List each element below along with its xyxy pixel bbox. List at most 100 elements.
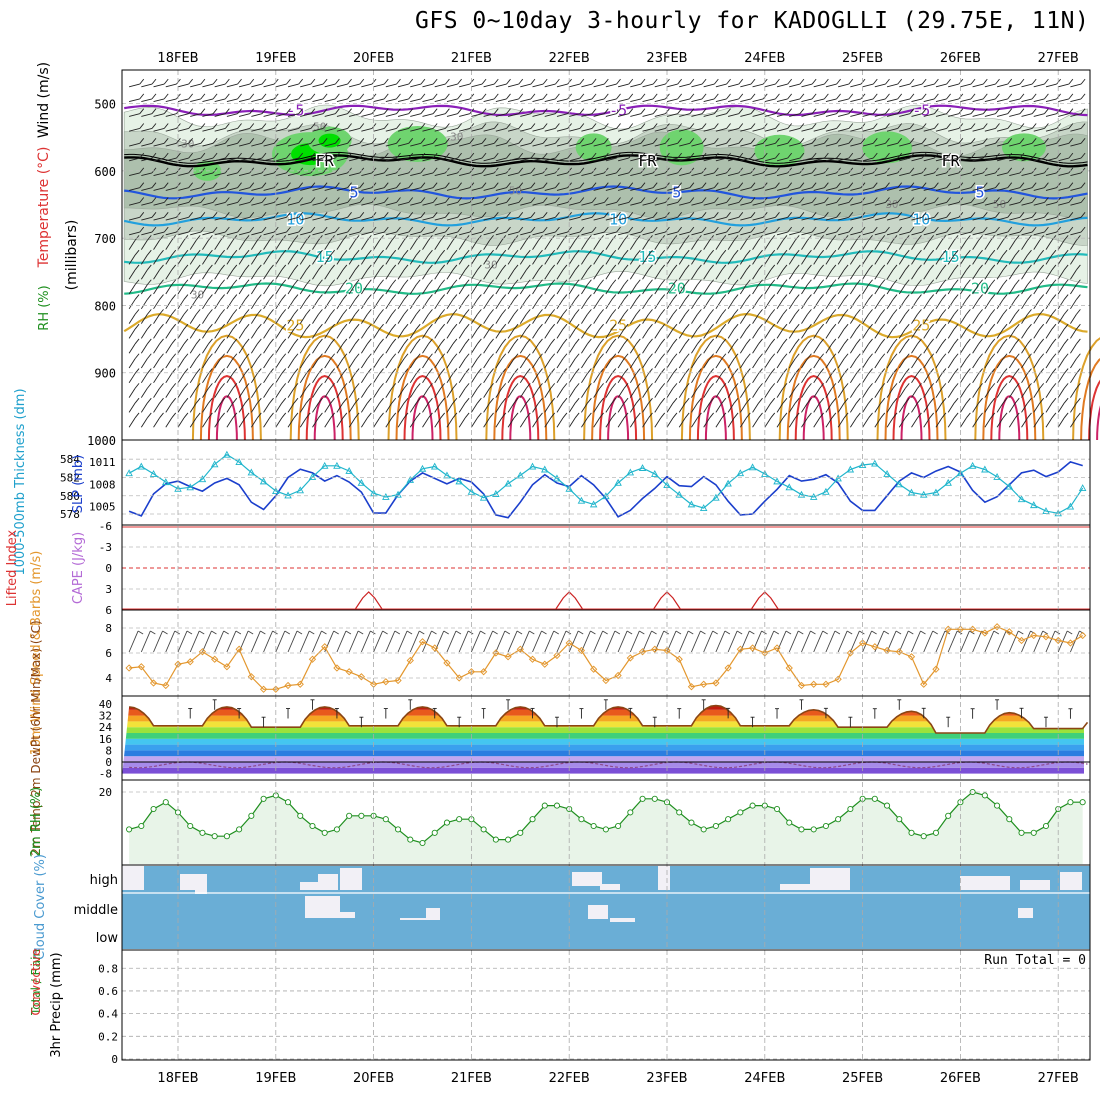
- wind-barb: [336, 373, 344, 384]
- wind-barb-flag: [445, 197, 450, 203]
- wind-barb-flag: [506, 212, 511, 218]
- wind-barb-flag: [738, 93, 744, 100]
- wind-barb-flag: [677, 167, 683, 174]
- wind-barb: [348, 254, 356, 265]
- rh-point: [126, 826, 133, 833]
- wind-barb: [629, 402, 637, 413]
- wind-barb-flag: [770, 249, 776, 256]
- wind-barb: [373, 142, 385, 147]
- wind-barb: [373, 128, 385, 132]
- wind-barb: [1057, 299, 1065, 310]
- wind-barb: [434, 388, 442, 398]
- wind-barb: [141, 187, 153, 191]
- wind-barb-flag: [396, 138, 401, 144]
- wind-barb-flag: [224, 93, 230, 100]
- wind-barb: [1045, 299, 1053, 310]
- wind-barb: [1058, 98, 1069, 103]
- wind-barb-flag: [660, 294, 666, 300]
- wind-barb: [825, 113, 837, 117]
- wind-barb: [324, 128, 336, 132]
- wind-barb: [1045, 328, 1053, 339]
- wind-barb: [1033, 299, 1041, 310]
- wind-barb-flag: [224, 138, 230, 144]
- wind-barb-flag: [273, 93, 279, 100]
- wind-barb: [507, 388, 515, 398]
- wind-barb: [495, 240, 503, 250]
- wind-barb-flag: [493, 226, 499, 233]
- slp-tick-label: 1008: [89, 478, 116, 491]
- isotherm-diurnal-loop: [704, 395, 727, 441]
- wind-barb: [1021, 314, 1028, 324]
- wind-barb: [153, 328, 160, 339]
- wind-barb-flag: [391, 235, 397, 241]
- wind-barb-flag: [159, 412, 164, 419]
- wind-barb-flag: [506, 197, 511, 203]
- wind-barb: [825, 269, 833, 280]
- wind-barb-flag: [762, 123, 768, 129]
- wind-barb-flag: [550, 353, 556, 360]
- wind-barb: [850, 202, 862, 206]
- wind-barb: [263, 172, 275, 177]
- wind-barb: [495, 630, 506, 653]
- wind-barb: [459, 231, 470, 236]
- wind-barb: [532, 402, 539, 413]
- wind-barb: [153, 231, 165, 236]
- wind-barb: [666, 142, 678, 147]
- isotherm-label: 10: [912, 210, 930, 228]
- slp-point: [1078, 484, 1087, 492]
- slp-point: [944, 478, 952, 486]
- wind-barb-flag: [469, 167, 475, 174]
- slp-point: [858, 461, 867, 468]
- wind-barb-flag: [843, 294, 849, 300]
- wind-barb: [177, 388, 185, 398]
- wind-barb-flag: [1018, 630, 1024, 635]
- rh-point: [798, 826, 805, 833]
- wind-barb-flag: [542, 152, 548, 159]
- wind-barb-flag: [892, 294, 898, 300]
- wind-barb-flag: [843, 353, 849, 360]
- wind-barb: [862, 240, 869, 250]
- wind-barb: [287, 314, 295, 324]
- wind-barb-flag: [836, 167, 841, 174]
- wind-barb: [715, 402, 723, 413]
- wind-barb: [507, 269, 515, 280]
- wind-barb: [886, 187, 898, 191]
- wind-barb: [886, 128, 898, 132]
- wind-barb-flag: [445, 167, 450, 174]
- wind-barb: [801, 98, 813, 103]
- wind-barb-flag: [733, 235, 739, 241]
- wind-barb: [226, 402, 234, 413]
- wind-barb: [813, 284, 821, 295]
- wind-barb: [948, 172, 959, 177]
- wind-barb: [630, 142, 642, 147]
- wind-barb: [287, 157, 299, 162]
- wind-barb-flag: [726, 167, 731, 174]
- wind-barb: [776, 388, 784, 398]
- wind-barb-flag: [383, 197, 389, 203]
- wind-barb: [1033, 388, 1041, 398]
- wind-barb: [960, 417, 967, 428]
- wind-barb-flag: [481, 212, 487, 218]
- wind-barb-flag: [396, 197, 401, 203]
- isotherm-diurnal-loop: [974, 334, 1045, 441]
- wind-barb-flag: [151, 182, 157, 188]
- wind-barb: [838, 216, 849, 221]
- wind-barb: [593, 388, 600, 398]
- wind-barb: [263, 373, 270, 384]
- wind-barb-flag: [293, 338, 299, 345]
- wind-barb: [801, 402, 808, 413]
- wind-barb-flag: [481, 167, 487, 174]
- wind-barb: [519, 314, 527, 324]
- slp-point: [761, 470, 769, 477]
- wind-speed-point: [162, 681, 170, 690]
- wind-barb: [422, 83, 434, 88]
- wind-barb-flag: [428, 353, 433, 360]
- wind-barb-flag: [305, 235, 311, 241]
- wind-barb-flag: [758, 397, 763, 404]
- wind-barb: [483, 328, 490, 339]
- wind-barb: [728, 231, 739, 236]
- wind-barb-flag: [1076, 279, 1081, 286]
- chart-title: GFS 0~10day 3-hourly for KADOGLLI (29.75…: [415, 8, 1090, 34]
- wind-barb: [483, 240, 490, 250]
- wind-speed-point: [638, 648, 647, 656]
